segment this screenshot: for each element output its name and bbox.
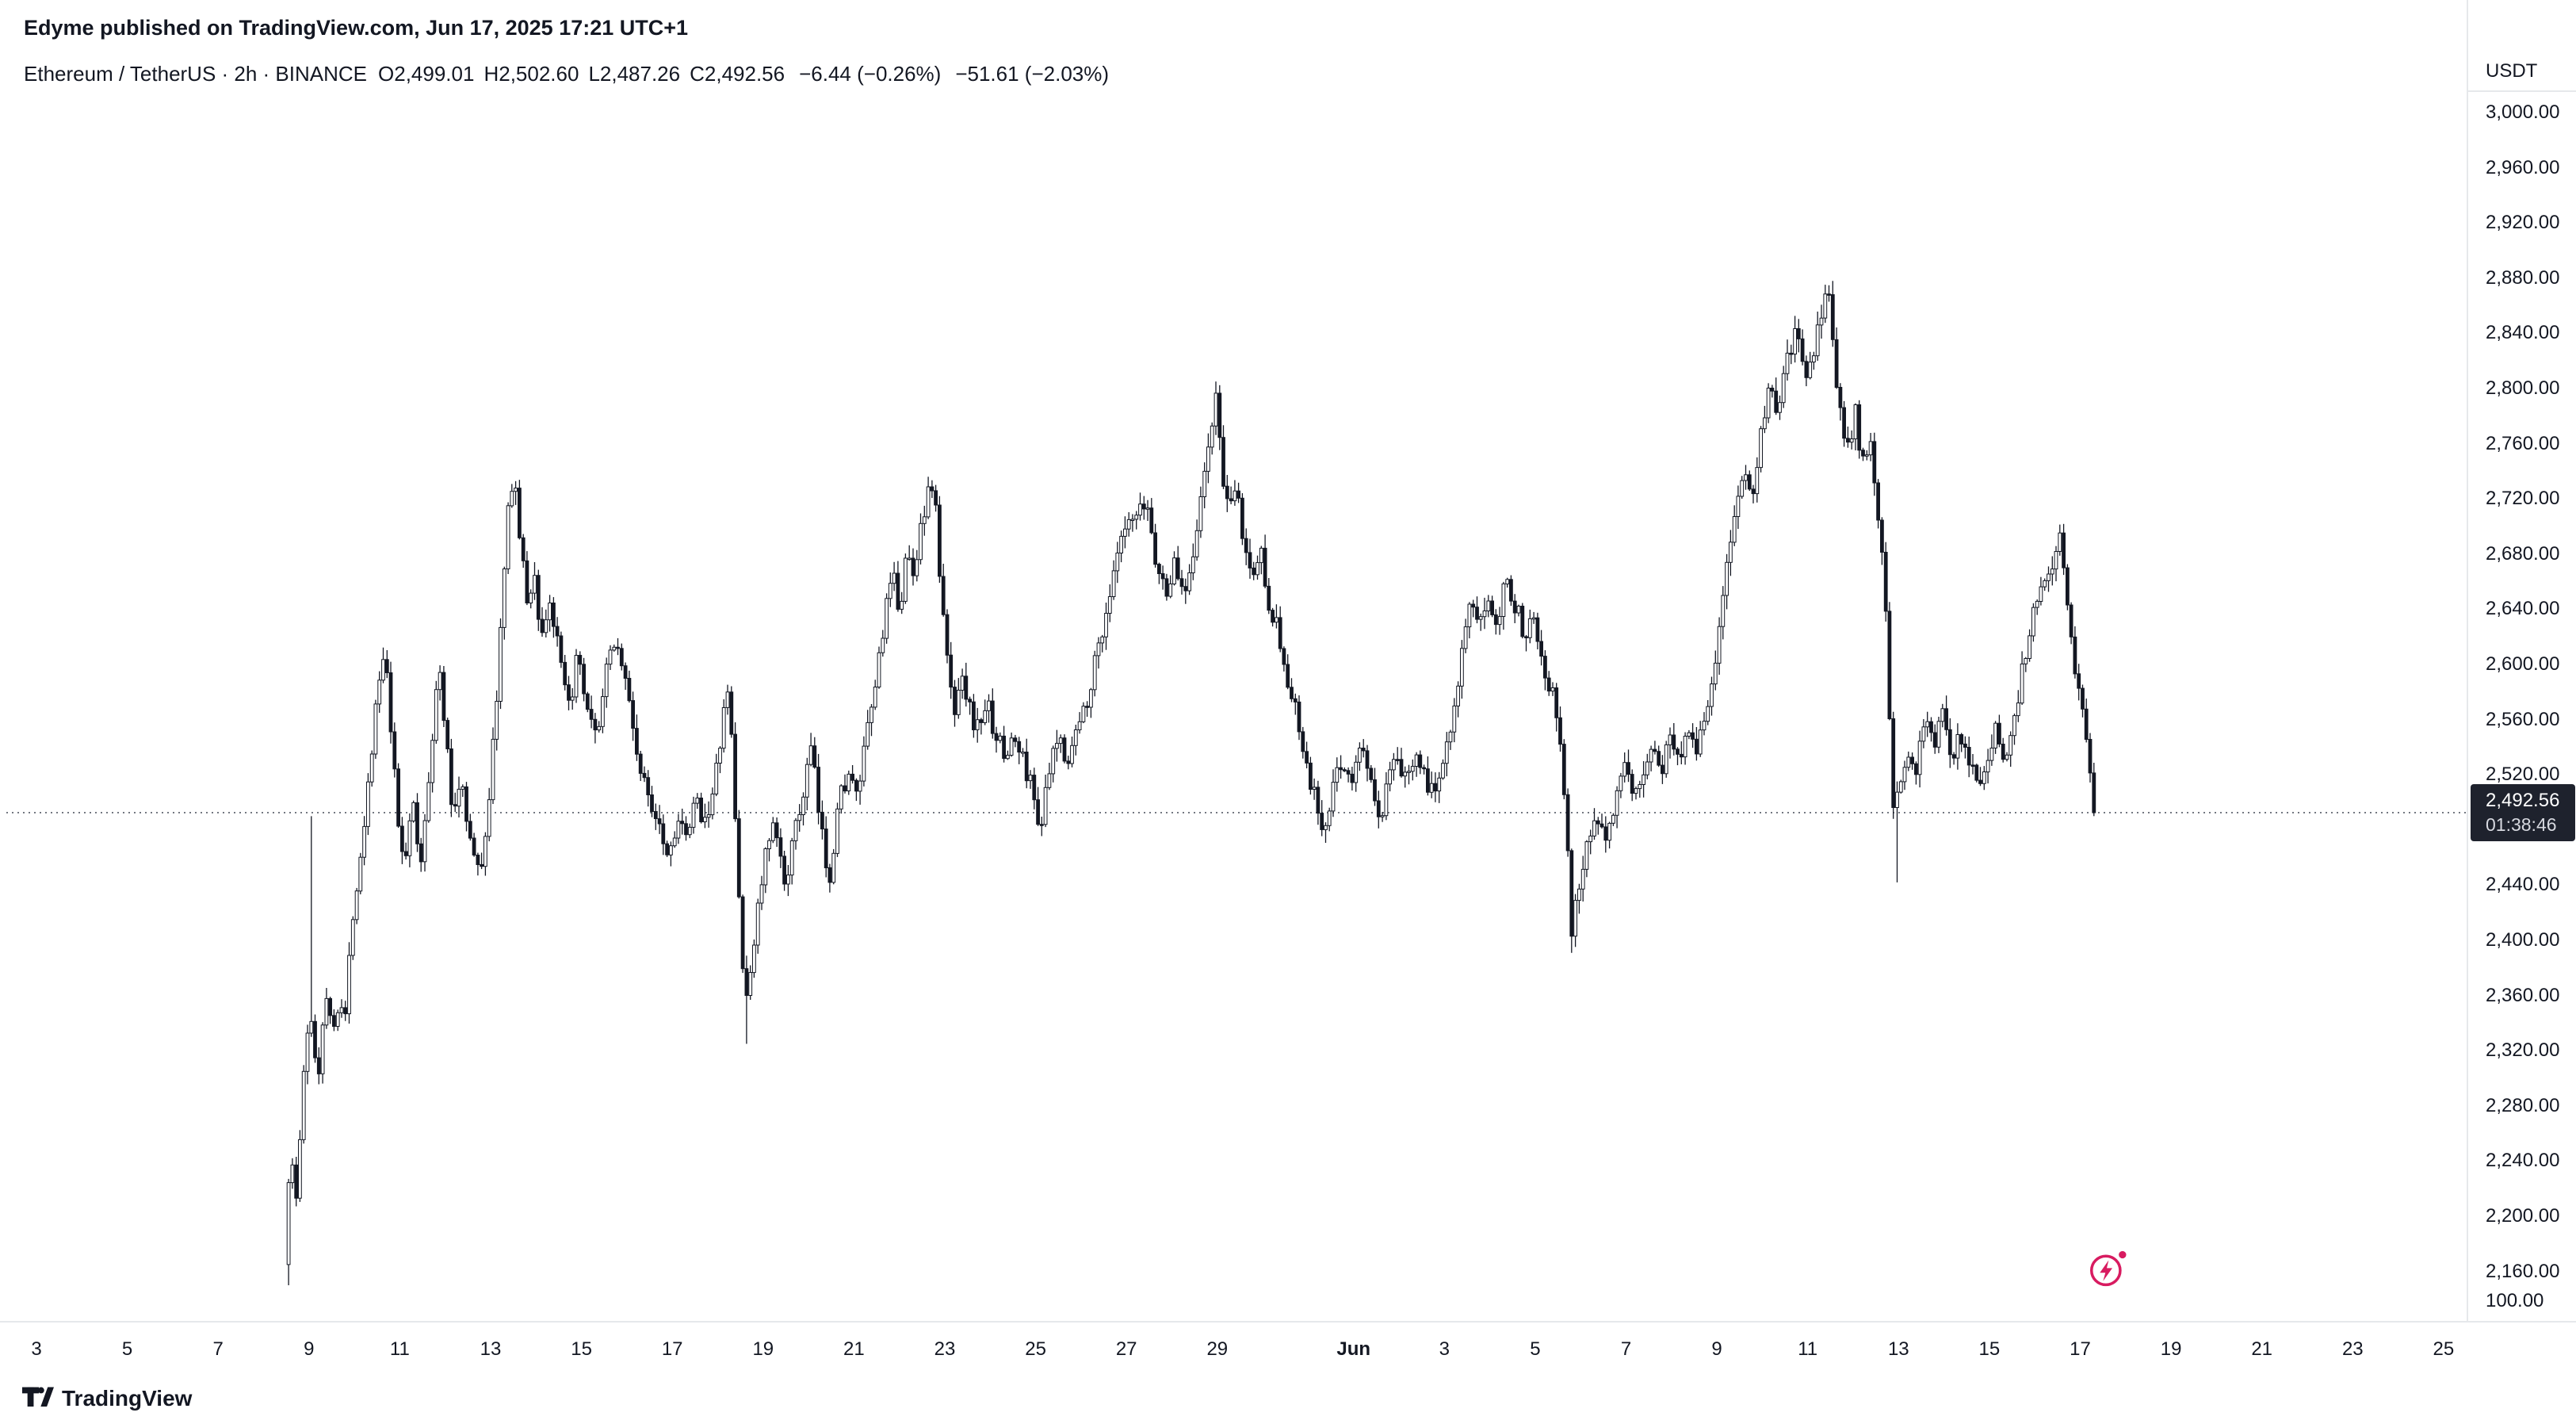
date-tick-label: 15 (1978, 1338, 2001, 1360)
last-price-value: 2,492.56 (2486, 789, 2560, 811)
tradingview-logo-icon (22, 1387, 54, 1407)
price-tick-label: 2,920.00 (2486, 212, 2560, 234)
price-tick-label: 2,640.00 (2486, 598, 2560, 620)
price-tick-label: 2,280.00 (2486, 1094, 2560, 1116)
date-tick-label: 21 (2251, 1338, 2273, 1360)
price-tick-label: 3,000.00 (2486, 101, 2560, 123)
symbol-title[interactable]: Ethereum / TetherUS · 2h · BINANCE (24, 62, 368, 86)
date-tick-label: Jun (1336, 1338, 1371, 1360)
publish-attribution: Edyme published on TradingView.com, Jun … (24, 16, 689, 40)
date-tick-label: 11 (1798, 1338, 1818, 1360)
date-tick-label: 25 (2433, 1338, 2455, 1360)
date-tick-label: 11 (389, 1338, 410, 1360)
price-tick-label: 2,160.00 (2486, 1260, 2560, 1282)
last-price-badge: 2,492.56 01:38:46 (2471, 783, 2575, 841)
date-tick-label: 13 (480, 1338, 502, 1360)
price-tick-bottom: 100.00 (2486, 1290, 2544, 1311)
axis-header-divider (2468, 90, 2576, 92)
low-value: L2,487.26 (588, 62, 681, 86)
price-tick-label: 2,440.00 (2486, 874, 2560, 896)
date-tick-label: 3 (31, 1338, 42, 1360)
date-tick-label: 9 (1711, 1338, 1722, 1360)
date-tick-label: 3 (1439, 1338, 1450, 1360)
currency-label: USDT (2486, 60, 2538, 82)
price-tick-label: 2,400.00 (2486, 929, 2560, 951)
date-tick-label: 13 (1887, 1338, 1909, 1360)
close-value: C2,492.56 (690, 62, 785, 86)
date-tick-label: 27 (1115, 1338, 1137, 1360)
date-tick-label: 21 (843, 1338, 865, 1360)
date-tick-label: 17 (2070, 1338, 2091, 1360)
date-tick-label: 9 (304, 1338, 315, 1360)
date-tick-label: 5 (121, 1338, 133, 1360)
date-tick-label: 19 (2160, 1338, 2182, 1360)
price-tick-label: 2,520.00 (2486, 764, 2560, 786)
date-tick-label: 19 (752, 1338, 774, 1360)
price-axis-header: USDT (2468, 0, 2576, 90)
price-tick-label: 2,200.00 (2486, 1205, 2560, 1227)
price-axis[interactable]: USDT 100.00 2,492.56 01:38:46 3,000.00 2,… (2467, 0, 2576, 1321)
price-tick-label: 2,240.00 (2486, 1150, 2560, 1172)
date-tick-label: 29 (1206, 1338, 1229, 1360)
reaction-lightning-icon[interactable] (2085, 1246, 2129, 1291)
open-value: O2,499.01 (378, 62, 475, 86)
date-tick-label: 25 (1025, 1338, 1046, 1360)
date-tick-label: 15 (571, 1338, 592, 1360)
change-day: −51.61 (−2.03%) (955, 62, 1110, 86)
ohlc-values: O2,499.01 H2,502.60 L2,487.26 C2,492.56 (378, 62, 785, 86)
price-tick-label: 2,960.00 (2486, 156, 2560, 178)
price-tick-label: 2,800.00 (2486, 377, 2560, 399)
date-tick-label: 17 (661, 1338, 683, 1360)
price-tick-label: 2,600.00 (2486, 653, 2560, 675)
bar-countdown: 01:38:46 (2486, 813, 2557, 835)
price-tick-label: 2,720.00 (2486, 488, 2560, 510)
change-bar: −6.44 (−0.26%) (799, 62, 942, 86)
candles (286, 281, 2096, 1285)
tradingview-logo-text: TradingView (62, 1386, 193, 1411)
date-tick-label: 7 (212, 1338, 224, 1360)
price-tick-label: 2,680.00 (2486, 542, 2560, 565)
date-tick-label: 23 (2341, 1338, 2364, 1360)
price-tick-label: 2,360.00 (2486, 984, 2560, 1006)
price-tick-label: 2,840.00 (2486, 322, 2560, 344)
chart-legend: Ethereum / TetherUS · 2h · BINANCE O2,49… (24, 62, 1109, 86)
date-tick-label: 23 (934, 1338, 956, 1360)
date-tick-label: 7 (1620, 1338, 1632, 1360)
price-tick-label: 2,560.00 (2486, 708, 2560, 730)
price-tick-label: 2,760.00 (2486, 432, 2560, 454)
time-axis[interactable]: 3 5 7 9 11 13 15 17 19 21 23 25 27 29 Jun 3 5 7 9 11 13 15 17 1… (0, 1321, 2576, 1378)
date-tick-label: 5 (1530, 1338, 1541, 1360)
tradingview-logo[interactable]: TradingView (22, 1384, 192, 1413)
price-tick-label: 2,320.00 (2486, 1039, 2560, 1062)
price-tick-label: 2,880.00 (2486, 266, 2560, 289)
high-value: H2,502.60 (483, 62, 579, 86)
